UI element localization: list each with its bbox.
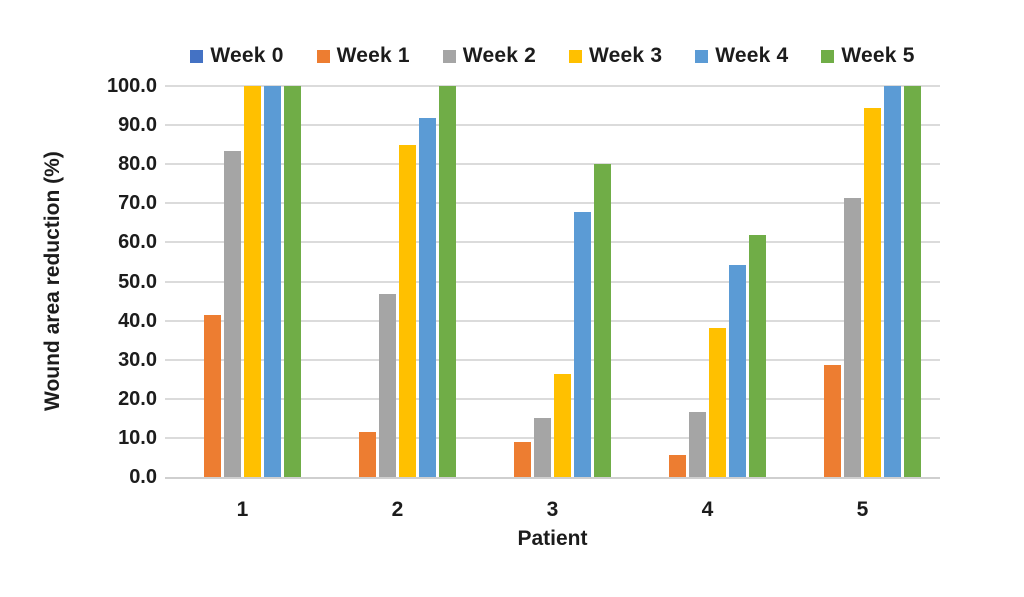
legend-label: Week 5 bbox=[841, 44, 915, 67]
bar-patient-3-week-3 bbox=[554, 374, 571, 477]
y-tick-label: 50.0 bbox=[118, 270, 157, 293]
gridline bbox=[165, 397, 940, 400]
x-tick-label-patient-4: 4 bbox=[701, 498, 714, 521]
bar-patient-4-week-2 bbox=[689, 411, 706, 477]
bar-patient-5-week-5 bbox=[904, 86, 921, 477]
x-axis-tick-labels: 1 2 3 4 5 bbox=[165, 498, 940, 522]
legend-label: Week 4 bbox=[715, 44, 789, 67]
x-axis-title: Patient bbox=[517, 527, 588, 550]
gridline bbox=[165, 319, 940, 322]
y-tick-label: 10.0 bbox=[118, 426, 157, 449]
legend-swatch-icon-week-4 bbox=[695, 49, 709, 63]
bar-patient-1-week-3 bbox=[244, 86, 261, 477]
x-tick-label-patient-1: 1 bbox=[236, 498, 249, 521]
bar-patient-2-week-2 bbox=[379, 294, 396, 477]
gridline bbox=[165, 85, 940, 87]
gridline bbox=[165, 241, 940, 244]
bar-patient-5-week-4 bbox=[884, 86, 901, 477]
bar-group-patient-3 bbox=[475, 86, 630, 477]
y-tick-label: 60.0 bbox=[118, 231, 157, 254]
y-tick-label: 0.0 bbox=[129, 466, 157, 488]
y-tick-label: 70.0 bbox=[118, 192, 157, 215]
gridline bbox=[165, 280, 940, 283]
legend-swatch-icon-week-5 bbox=[821, 49, 835, 63]
bar-patient-5-week-1 bbox=[824, 365, 841, 477]
bar-patient-2-week-5 bbox=[439, 86, 456, 477]
bar-group-patient-1 bbox=[165, 86, 320, 477]
legend-label: Week 1 bbox=[336, 44, 410, 67]
plot-area bbox=[165, 85, 940, 479]
legend-item-week-0: Week 0 bbox=[190, 44, 283, 68]
gridline bbox=[165, 436, 940, 439]
bar-group-patient-5 bbox=[785, 86, 940, 477]
gridline bbox=[165, 358, 940, 361]
bar-patient-1-week-4 bbox=[264, 86, 281, 477]
legend: Week 0 Week 1 Week 2 Week 3 Week 4 Week 5 bbox=[165, 44, 940, 68]
bar-patient-3-week-1 bbox=[514, 441, 531, 477]
bar-patient-1-week-5 bbox=[284, 86, 301, 477]
y-tick-label: 100.0 bbox=[106, 75, 157, 97]
bar-patient-4-week-1 bbox=[669, 454, 686, 477]
y-axis-tick-labels: 100.0 90.0 80.0 70.0 60.0 50.0 40.0 30.0 20.0 10.… bbox=[90, 76, 157, 487]
y-tick-label: 30.0 bbox=[118, 348, 157, 371]
legend-swatch-icon-week-1 bbox=[316, 49, 330, 63]
gridline bbox=[165, 163, 940, 166]
bar-patient-3-week-5 bbox=[594, 164, 611, 477]
bar-patient-3-week-2 bbox=[534, 418, 551, 477]
gridline bbox=[165, 202, 940, 205]
bar-patient-3-week-4 bbox=[574, 212, 591, 477]
legend-item-week-2: Week 2 bbox=[442, 44, 536, 68]
legend-label: Week 3 bbox=[589, 44, 663, 67]
legend-swatch-icon-week-3 bbox=[569, 49, 582, 63]
bar-patient-1-week-1 bbox=[204, 314, 221, 477]
legend-label: Week 0 bbox=[210, 44, 284, 67]
bar-group-patient-4 bbox=[630, 86, 785, 477]
bar-patient-4-week-5 bbox=[749, 234, 766, 477]
legend-item-week-4: Week 4 bbox=[695, 44, 788, 68]
legend-item-week-1: Week 1 bbox=[316, 44, 410, 68]
y-tick-label: 90.0 bbox=[118, 114, 157, 137]
legend-swatch-icon-week-0 bbox=[190, 49, 204, 63]
bar-patient-5-week-3 bbox=[864, 108, 881, 477]
bar-patient-2-week-3 bbox=[399, 144, 416, 477]
y-tick-label: 20.0 bbox=[118, 387, 157, 410]
legend-item-week-3: Week 3 bbox=[569, 44, 662, 68]
y-axis-title: Wound area reduction (%) bbox=[41, 151, 64, 412]
x-tick-label-patient-3: 3 bbox=[546, 498, 559, 521]
bar-patient-4-week-3 bbox=[709, 328, 726, 477]
legend-label: Week 2 bbox=[462, 44, 536, 67]
bar-patient-2-week-4 bbox=[419, 118, 436, 477]
legend-swatch-icon-week-2 bbox=[442, 49, 456, 63]
bar-patient-1-week-2 bbox=[224, 151, 241, 477]
y-tick-label: 80.0 bbox=[118, 153, 157, 176]
bar-groups bbox=[165, 86, 940, 477]
bar-patient-5-week-2 bbox=[844, 197, 861, 477]
bar-patient-2-week-1 bbox=[359, 432, 376, 477]
gridline bbox=[165, 124, 940, 127]
y-tick-label: 40.0 bbox=[118, 309, 157, 332]
bar-patient-4-week-4 bbox=[729, 264, 746, 477]
legend-item-week-5: Week 5 bbox=[821, 44, 914, 68]
bar-group-patient-2 bbox=[320, 86, 475, 477]
x-tick-label-patient-2: 2 bbox=[391, 498, 404, 521]
x-tick-label-patient-5: 5 bbox=[856, 498, 869, 521]
